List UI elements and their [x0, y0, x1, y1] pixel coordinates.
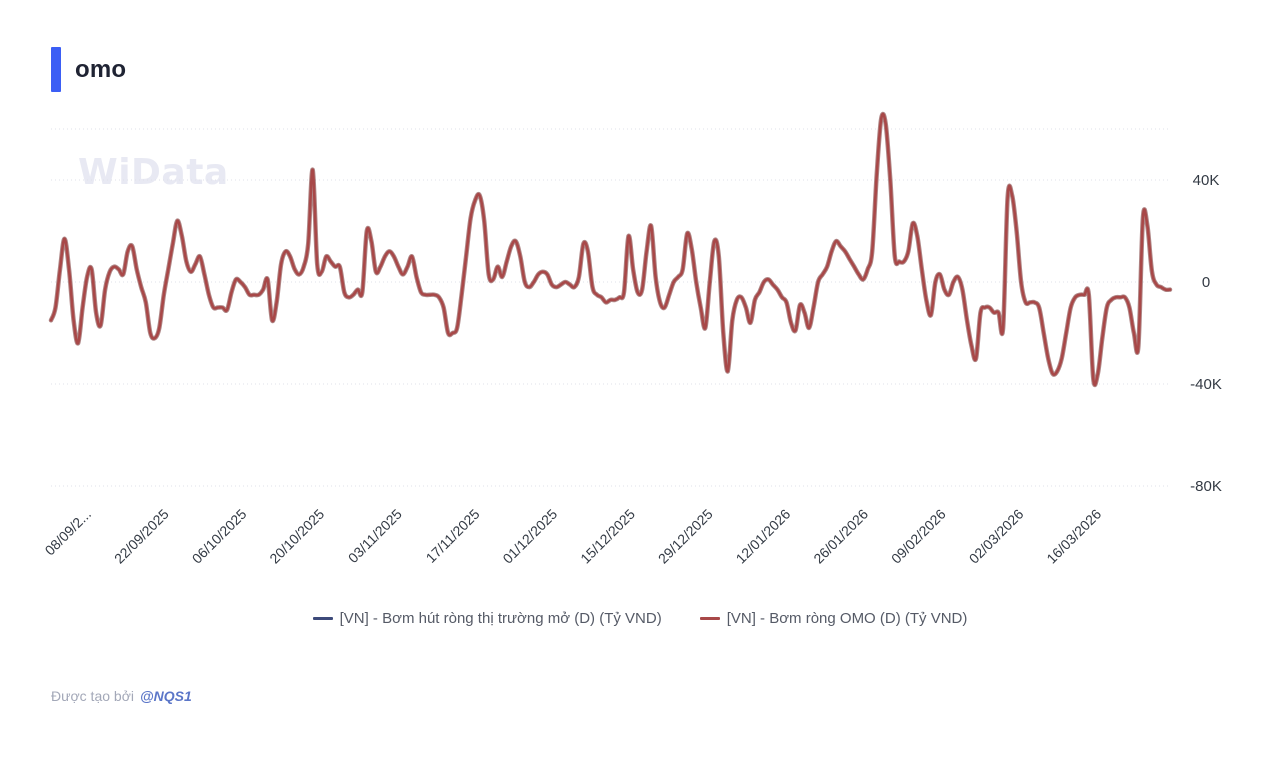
grid-lines [51, 128, 1170, 487]
title-accent-bar [51, 47, 61, 92]
chart-title-block: omo [51, 47, 126, 92]
legend-swatch-red [699, 617, 720, 620]
x-tick-label: 29/12/2025 [655, 506, 716, 567]
x-tick-label: 16/03/2026 [1043, 506, 1104, 567]
legend-label-open-market: [VN] - Bơm hút ròng thị trường mở (D) (T… [339, 610, 662, 627]
series-line-1 [49, 112, 1172, 387]
legend-label-omo: [VN] - Bơm ròng OMO (D) (Tỷ VND) [726, 610, 968, 627]
y-tick-label: -80K [1190, 478, 1222, 495]
x-tick-label: 06/10/2025 [189, 506, 250, 567]
chart-title: omo [75, 55, 127, 83]
y-tick-label: 0 [1202, 274, 1210, 291]
x-tick-label: 09/02/2026 [888, 506, 949, 567]
series-line-shadow-1 [48, 111, 1173, 388]
chart-legend: [VN] - Bơm hút ròng thị trường mở (D) (T… [0, 610, 1280, 627]
footer-label: Được tạo bởi [51, 688, 134, 704]
footer-handle[interactable]: @NQS1 [139, 688, 192, 704]
x-tick-label: 26/01/2026 [810, 506, 871, 567]
x-tick-label: 08/09/2... [42, 506, 95, 559]
x-tick-label: 03/11/2025 [345, 506, 405, 566]
x-axis-ticks: 08/09/2... 22/09/2025 06/10/2025 20/10/2025… [42, 506, 1105, 567]
x-tick-label: 22/09/2025 [111, 506, 172, 567]
footer-credit: Được tạo bởi @NQS1 [51, 688, 192, 704]
y-tick-label: 40K [1193, 172, 1220, 189]
y-tick-label: -40K [1190, 376, 1222, 393]
legend-swatch-blue [312, 617, 333, 620]
x-tick-label: 15/12/2025 [577, 506, 638, 567]
x-tick-label: 02/03/2026 [966, 506, 1027, 567]
x-tick-label: 01/12/2025 [499, 506, 560, 567]
y-axis-ticks: -80K -40K 0 40K [1190, 172, 1222, 495]
legend-item-open-market[interactable]: [VN] - Bơm hút ròng thị trường mở (D) (T… [312, 610, 662, 627]
x-tick-label: 12/01/2026 [733, 506, 794, 567]
line-chart: -80K -40K 0 40K 08/09/2... 22/09/2025 06/10/2… [42, 111, 1222, 567]
series-layer [48, 111, 1173, 388]
x-tick-label: 17/11/2025 [422, 506, 482, 566]
watermark-logo: WiData [78, 152, 229, 193]
legend-item-omo[interactable]: [VN] - Bơm ròng OMO (D) (Tỷ VND) [699, 610, 968, 627]
x-tick-label: 20/10/2025 [266, 506, 327, 567]
